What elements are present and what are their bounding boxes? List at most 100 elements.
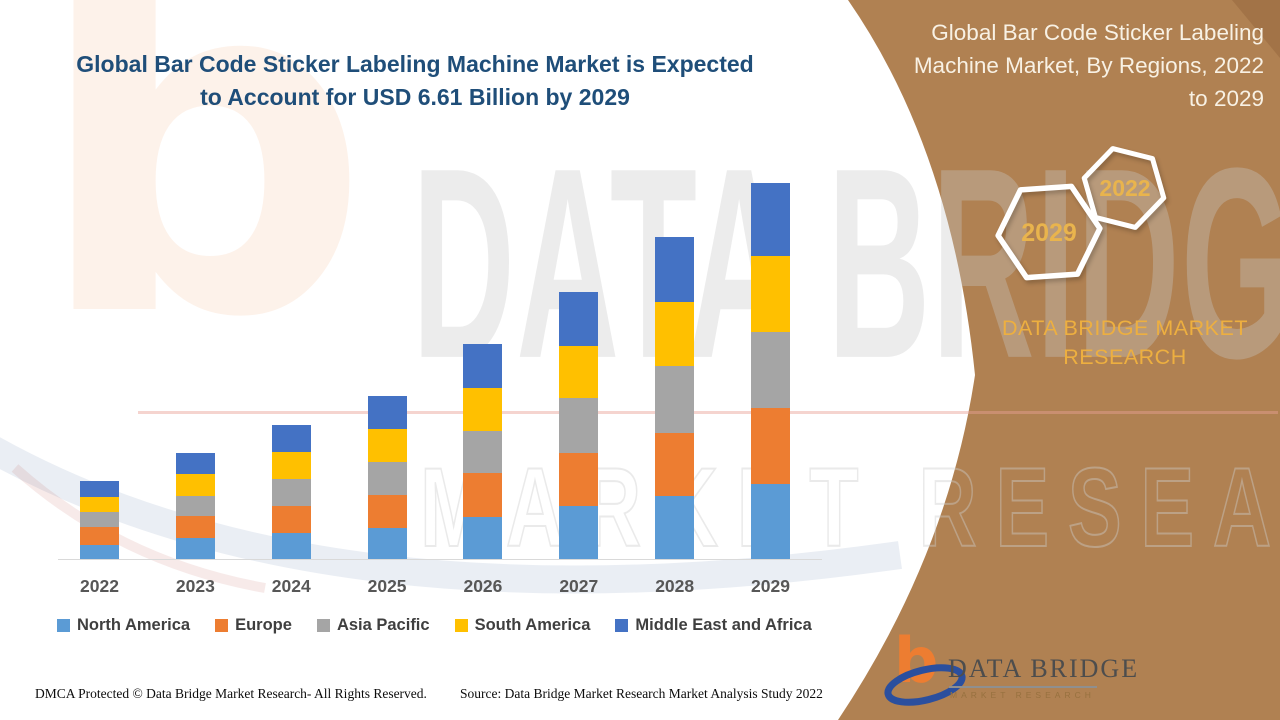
bar-segment bbox=[367, 395, 407, 429]
bar-segment bbox=[751, 183, 791, 257]
watermark-data-bridge-text: DATA BRIDGE bbox=[412, 111, 1280, 415]
legend-label: Middle East and Africa bbox=[635, 616, 812, 634]
hexagon-2029-icon bbox=[995, 183, 1103, 281]
legend-item: North America bbox=[57, 616, 190, 635]
x-axis-label: 2026 bbox=[463, 576, 503, 596]
bar-2028 bbox=[655, 237, 695, 559]
bar-segment bbox=[271, 532, 311, 559]
bar-segment bbox=[367, 461, 407, 495]
hexagon-2029-label: 2029 bbox=[1021, 219, 1077, 247]
bar-segment bbox=[80, 497, 119, 513]
page-title-line2: to Account for USD 6.61 Billion by 2029 bbox=[200, 84, 630, 110]
bar-segment bbox=[175, 473, 215, 496]
legend-swatch-icon bbox=[215, 619, 229, 632]
side-panel-title-line2: Machine Market, By Regions, 2022 bbox=[913, 53, 1264, 78]
bar-segment bbox=[655, 365, 695, 433]
bar-segment bbox=[655, 432, 695, 496]
x-axis-label: 2023 bbox=[175, 576, 215, 596]
bar-segment bbox=[175, 538, 215, 559]
x-axis-label: 2024 bbox=[271, 576, 311, 596]
bar-segment bbox=[751, 331, 791, 408]
bar-2022 bbox=[80, 481, 119, 559]
logo-underline bbox=[949, 686, 1097, 688]
brand-wordmark-line1: DATA BRIDGE MARKET bbox=[1002, 316, 1248, 340]
bar-2027 bbox=[559, 291, 599, 559]
logo-tagline-text: MARKET RESEARCH bbox=[950, 690, 1095, 700]
legend-label: North America bbox=[77, 616, 191, 634]
logo-name-text: DATA BRIDGE bbox=[948, 654, 1140, 683]
bar-segment bbox=[559, 345, 599, 398]
legend-item: Asia Pacific bbox=[316, 616, 430, 635]
legend-label: Europe bbox=[235, 616, 292, 634]
logo-swoosh-icon bbox=[884, 664, 966, 706]
bar-segment bbox=[559, 397, 599, 454]
bar-2024 bbox=[271, 425, 311, 559]
source-note-text: Source: Data Bridge Market Research Mark… bbox=[460, 686, 823, 701]
x-axis-label: 2028 bbox=[655, 576, 695, 596]
dmca-copyright-text: DMCA Protected © Data Bridge Market Rese… bbox=[35, 686, 427, 701]
stacked-bar-chart bbox=[58, 180, 822, 560]
bar-segment bbox=[367, 428, 407, 462]
legend-swatch-icon bbox=[615, 619, 629, 632]
bar-segment bbox=[80, 512, 119, 527]
x-axis-label: 2029 bbox=[751, 576, 790, 596]
bar-segment bbox=[175, 515, 215, 538]
bar-segment bbox=[463, 473, 503, 517]
bar-segment bbox=[271, 425, 311, 452]
bar-segment bbox=[367, 494, 407, 528]
bar-segment bbox=[80, 526, 119, 545]
bar-segment bbox=[175, 452, 215, 474]
bar-segment bbox=[271, 451, 311, 480]
bar-segment bbox=[271, 479, 311, 507]
x-axis-labels: 2022 2023 2024 2025 2026 2027 2028 2029 bbox=[58, 576, 822, 600]
bar-2029 bbox=[751, 183, 791, 559]
legend-item: Europe bbox=[215, 616, 292, 635]
bar-segment bbox=[463, 387, 503, 432]
data-bridge-logo: b DATA BRIDGE MARKET RESEARCH bbox=[884, 630, 1146, 708]
side-panel-title-line1: Global Bar Code Sticker Labeling bbox=[931, 20, 1264, 45]
legend-label: Asia Pacific bbox=[336, 616, 430, 634]
watermark-underline bbox=[138, 411, 1278, 414]
bar-2023 bbox=[175, 452, 215, 559]
legend-swatch-icon bbox=[454, 619, 468, 632]
watermark-logo-b-glyph: b bbox=[34, 0, 371, 420]
bar-segment bbox=[751, 256, 791, 332]
brand-wordmark: DATA BRIDGE MARKET RESEARCH bbox=[1000, 314, 1250, 372]
brand-wordmark-line2: RESEARCH bbox=[1063, 345, 1187, 369]
legend-item: South America bbox=[454, 616, 591, 635]
bar-segment bbox=[367, 527, 407, 559]
bar-segment bbox=[655, 495, 695, 559]
bar-segment bbox=[80, 544, 119, 559]
bar-segment bbox=[751, 483, 791, 559]
hexagon-badges bbox=[995, 146, 1167, 281]
hexagon-2022-icon bbox=[1081, 146, 1167, 230]
bar-segment bbox=[463, 431, 503, 474]
bar-segment bbox=[559, 506, 599, 559]
x-axis-label: 2025 bbox=[367, 576, 407, 596]
side-panel-title-line3: to 2029 bbox=[1188, 86, 1264, 111]
x-axis-label: 2022 bbox=[80, 576, 119, 596]
bar-2026 bbox=[463, 344, 503, 559]
bar-segment bbox=[655, 302, 695, 366]
bar-2025 bbox=[367, 395, 407, 559]
bar-segment bbox=[463, 344, 503, 388]
bar-segment bbox=[559, 291, 599, 346]
page-title: Global Bar Code Sticker Labeling Machine… bbox=[60, 48, 770, 114]
legend-item: Middle East and Africa bbox=[615, 616, 812, 635]
legend-swatch-icon bbox=[57, 619, 70, 632]
bar-segment bbox=[655, 237, 695, 303]
page-title-line1: Global Bar Code Sticker Labeling Machine… bbox=[76, 51, 754, 77]
bar-segment bbox=[80, 481, 119, 498]
legend-label: South America bbox=[474, 616, 591, 634]
chart-legend: North America Europe Asia Pacific South Ame… bbox=[57, 616, 837, 635]
x-axis-line bbox=[58, 559, 822, 560]
side-panel-title: Global Bar Code Sticker Labeling Machine… bbox=[864, 16, 1264, 115]
x-axis-label: 2027 bbox=[559, 576, 599, 596]
bar-segment bbox=[175, 495, 215, 516]
bar-segment bbox=[751, 407, 791, 484]
legend-swatch-icon bbox=[316, 619, 330, 632]
bar-segment bbox=[559, 453, 599, 507]
bar-segment bbox=[463, 516, 503, 559]
